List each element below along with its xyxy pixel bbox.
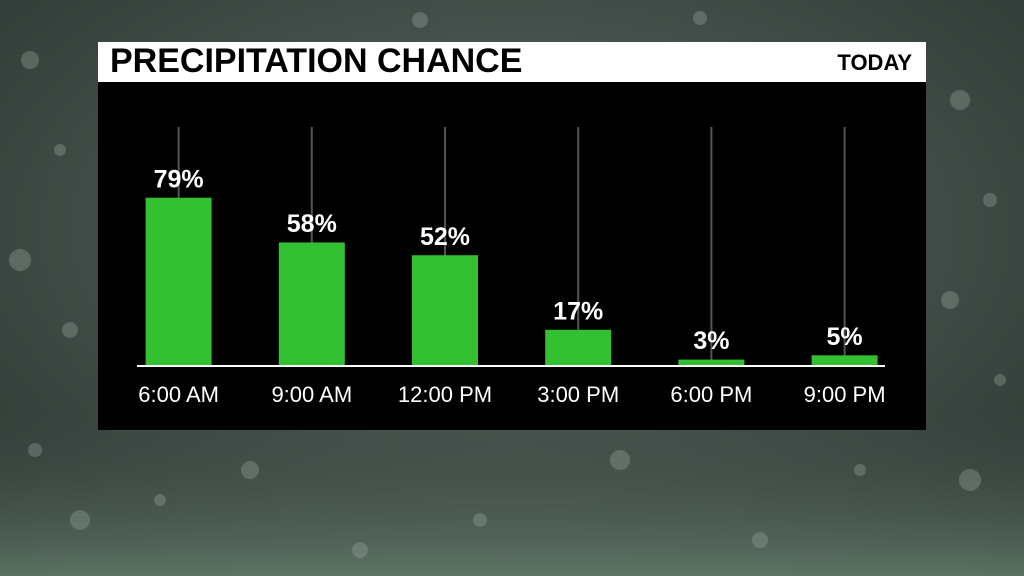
value-label: 17% — [553, 297, 603, 325]
raindrops — [9, 11, 1006, 558]
chart-subtitle: TODAY — [837, 50, 912, 75]
bar — [678, 359, 745, 366]
value-label: 58% — [287, 210, 337, 238]
x-tick-label: 6:00 AM — [138, 382, 219, 407]
chart-title: PRECIPITATION CHANCE — [110, 42, 522, 80]
bar — [811, 355, 878, 366]
value-label: 52% — [420, 223, 470, 251]
bar — [145, 197, 212, 366]
bar — [545, 329, 612, 366]
x-tick-label: 9:00 PM — [804, 382, 886, 407]
x-tick-label: 6:00 PM — [670, 382, 752, 407]
x-tick-label: 3:00 PM — [537, 382, 619, 407]
bar — [412, 255, 478, 366]
title-bar — [98, 42, 926, 82]
value-label: 79% — [154, 165, 204, 193]
value-label: 3% — [693, 327, 729, 355]
x-tick-label: 12:00 PM — [398, 382, 492, 407]
x-tick-label: 9:00 AM — [271, 382, 352, 407]
bar — [278, 242, 345, 366]
panel — [98, 42, 926, 430]
value-label: 5% — [827, 323, 863, 351]
